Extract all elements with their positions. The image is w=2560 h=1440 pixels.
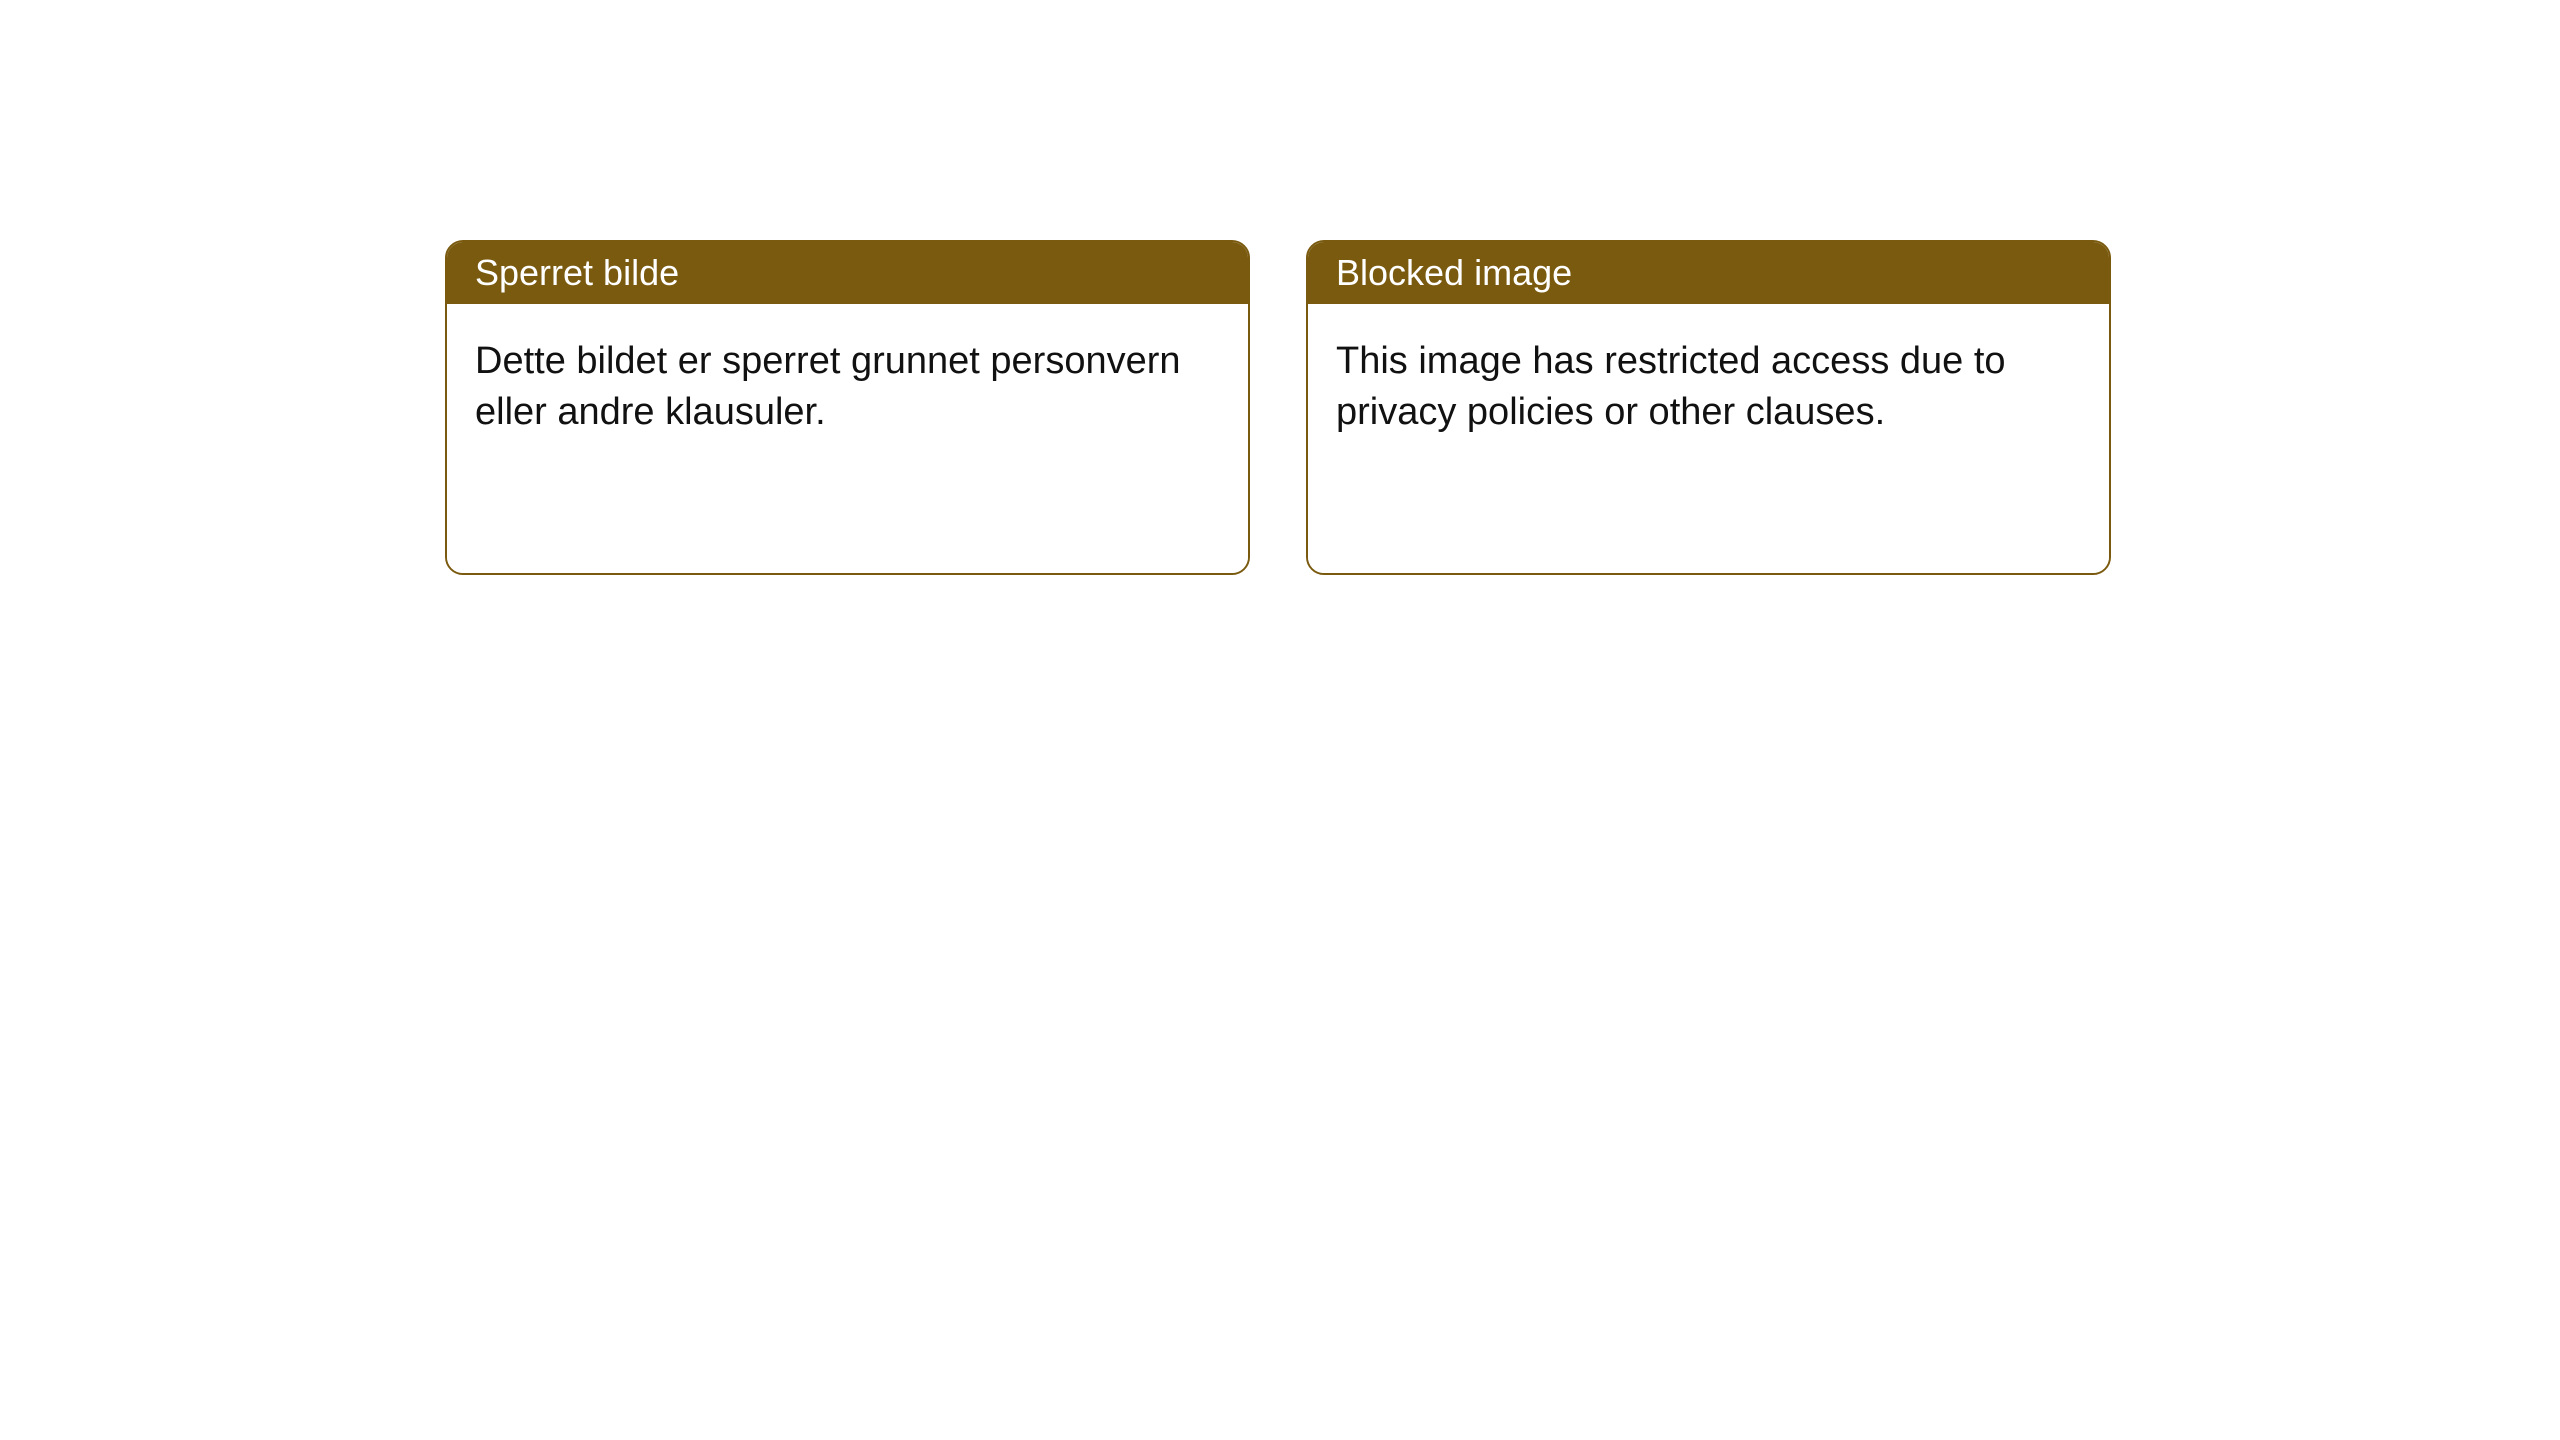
card-title: Blocked image [1336, 252, 1572, 293]
notice-card-norwegian: Sperret bilde Dette bildet er sperret gr… [445, 240, 1250, 575]
card-title: Sperret bilde [475, 252, 679, 293]
notice-container: Sperret bilde Dette bildet er sperret gr… [0, 0, 2560, 575]
card-body: Dette bildet er sperret grunnet personve… [447, 304, 1248, 573]
card-header: Blocked image [1308, 242, 2109, 304]
card-message: Dette bildet er sperret grunnet personve… [475, 340, 1181, 433]
card-header: Sperret bilde [447, 242, 1248, 304]
card-message: This image has restricted access due to … [1336, 340, 2006, 433]
card-body: This image has restricted access due to … [1308, 304, 2109, 573]
notice-card-english: Blocked image This image has restricted … [1306, 240, 2111, 575]
